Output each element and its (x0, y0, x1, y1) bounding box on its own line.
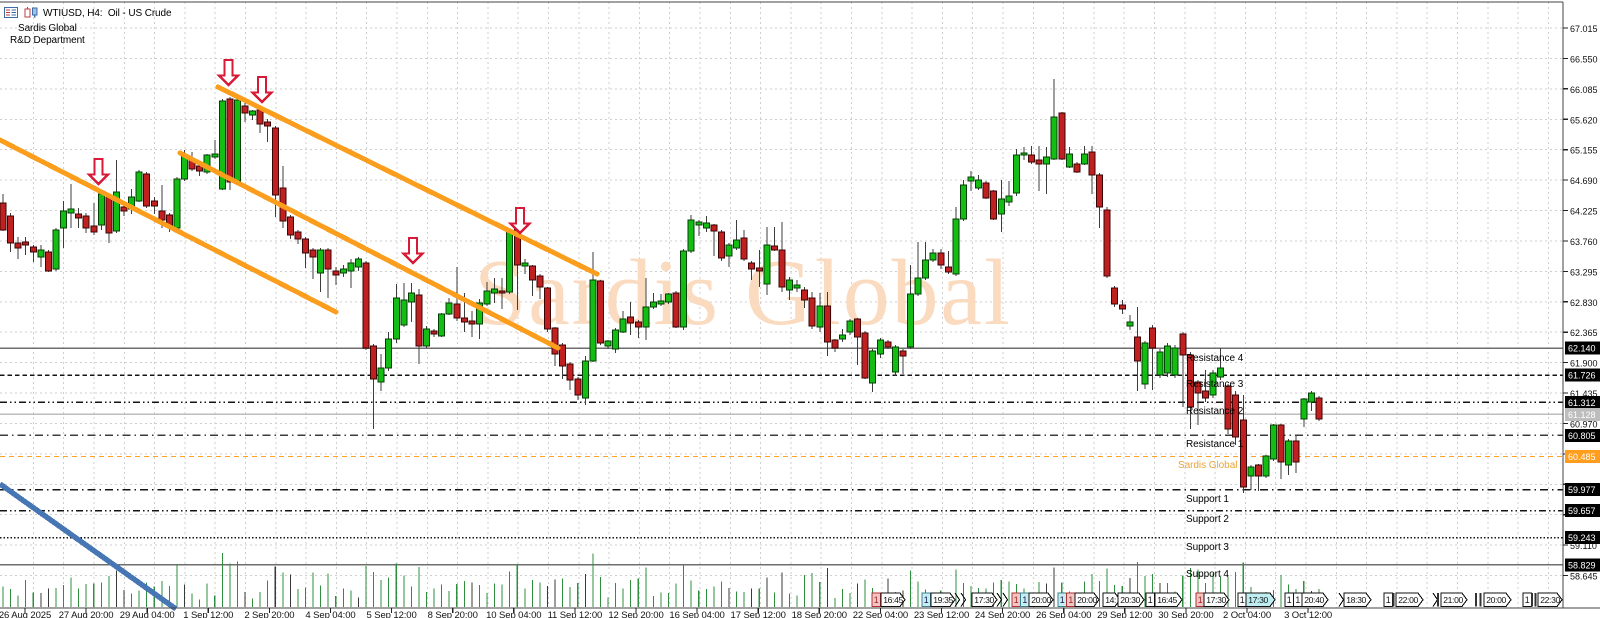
svg-text:Support 4: Support 4 (1186, 569, 1229, 580)
svg-text:2 Sep 20:00: 2 Sep 20:00 (244, 610, 294, 618)
svg-text:17 Sep 12:00: 17 Sep 12:00 (731, 610, 786, 618)
svg-text:29 Aug 04:00: 29 Aug 04:00 (120, 610, 175, 618)
svg-text:22:00: 22:00 (1398, 595, 1418, 605)
svg-text:62.365: 62.365 (1570, 328, 1598, 338)
svg-text:26 Sep 04:00: 26 Sep 04:00 (1036, 610, 1091, 618)
svg-text:27 Aug 20:00: 27 Aug 20:00 (59, 610, 114, 618)
svg-text:63.760: 63.760 (1570, 237, 1598, 247)
svg-text:59.657: 59.657 (1568, 506, 1596, 516)
svg-text:61.312: 61.312 (1568, 398, 1596, 408)
svg-text:16:45: 16:45 (1157, 595, 1177, 605)
svg-text:21:00: 21:00 (1443, 595, 1463, 605)
svg-text:R&D Department: R&D Department (10, 35, 85, 46)
svg-text:61.726: 61.726 (1568, 371, 1596, 381)
svg-text:1: 1 (924, 595, 929, 605)
svg-text:8 Sep 20:00: 8 Sep 20:00 (428, 610, 478, 618)
svg-text:60.970: 60.970 (1570, 420, 1598, 430)
svg-text:20:00: 20:00 (1077, 595, 1097, 605)
svg-text:14:: 14: (1105, 595, 1116, 605)
svg-text:30 Sep 20:00: 30 Sep 20:00 (1158, 610, 1213, 618)
svg-text:11 Sep 12:00: 11 Sep 12:00 (548, 610, 603, 618)
svg-text:20:40: 20:40 (1304, 595, 1324, 605)
svg-text:Resistance 1: Resistance 1 (1186, 439, 1244, 450)
svg-text:26 Aug 2025: 26 Aug 2025 (0, 610, 51, 618)
svg-text:22 Sep 04:00: 22 Sep 04:00 (853, 610, 908, 618)
svg-text:61.435: 61.435 (1570, 389, 1598, 399)
svg-text:63.295: 63.295 (1570, 267, 1598, 277)
svg-text:1: 1 (1014, 595, 1019, 605)
svg-text:61.900: 61.900 (1570, 359, 1598, 369)
svg-text:1 Sep 12:00: 1 Sep 12:00 (183, 610, 233, 618)
svg-text:1: 1 (1287, 595, 1292, 605)
svg-text:Resistance 3: Resistance 3 (1186, 379, 1244, 390)
svg-text:64.225: 64.225 (1570, 207, 1598, 217)
svg-text:62.830: 62.830 (1570, 298, 1598, 308)
svg-text:1: 1 (1068, 595, 1073, 605)
svg-text:58.645: 58.645 (1570, 572, 1598, 582)
svg-text:WTIUSD, H4: Oil - US Crude: WTIUSD, H4: Oil - US Crude (43, 8, 172, 19)
svg-text:Resistance 4: Resistance 4 (1186, 353, 1244, 364)
svg-text:1: 1 (1240, 595, 1245, 605)
svg-text:1: 1 (1386, 595, 1391, 605)
svg-text:60.805: 60.805 (1568, 431, 1596, 441)
svg-text:59.243: 59.243 (1568, 533, 1596, 543)
svg-text:17:30: 17:30 (1248, 595, 1268, 605)
svg-text:18 Sep 20:00: 18 Sep 20:00 (792, 610, 847, 618)
svg-text:58.829: 58.829 (1568, 560, 1596, 570)
svg-text:66.550: 66.550 (1570, 54, 1598, 64)
svg-text:Sardis Global: Sardis Global (1178, 460, 1237, 471)
svg-text:19:35: 19:35 (933, 595, 953, 605)
svg-text:24 Sep 20:00: 24 Sep 20:00 (975, 610, 1030, 618)
svg-text:1: 1 (1022, 595, 1027, 605)
svg-text:62.140: 62.140 (1568, 344, 1596, 354)
svg-text:23 Sep 12:00: 23 Sep 12:00 (914, 610, 969, 618)
svg-text:65.620: 65.620 (1570, 115, 1598, 125)
svg-text:64.690: 64.690 (1570, 176, 1598, 186)
svg-text:29 Sep 12:00: 29 Sep 12:00 (1097, 610, 1152, 618)
svg-text:1: 1 (1525, 595, 1530, 605)
svg-text:16:45: 16:45 (883, 595, 903, 605)
svg-text:1: 1 (1198, 595, 1203, 605)
svg-text:3 Oct 12:00: 3 Oct 12:00 (1284, 610, 1332, 618)
svg-text:16 Sep 04:00: 16 Sep 04:00 (669, 610, 724, 618)
svg-text:67.015: 67.015 (1570, 24, 1598, 34)
svg-text:20:00: 20:00 (1031, 595, 1051, 605)
svg-text:Support 2: Support 2 (1186, 514, 1229, 525)
svg-text:59.110: 59.110 (1570, 541, 1597, 551)
svg-text:4 Sep 04:00: 4 Sep 04:00 (305, 610, 355, 618)
svg-text:Resistance 2: Resistance 2 (1186, 406, 1244, 417)
svg-text:Support 3: Support 3 (1186, 542, 1229, 553)
svg-text:Support 1: Support 1 (1186, 494, 1229, 505)
svg-text:60.485: 60.485 (1568, 452, 1596, 462)
svg-text:20:00: 20:00 (1486, 595, 1506, 605)
svg-text:18:30: 18:30 (1346, 595, 1366, 605)
svg-text:17:30: 17:30 (1206, 595, 1226, 605)
svg-text:65.155: 65.155 (1570, 146, 1598, 156)
svg-text:12 Sep 20:00: 12 Sep 20:00 (608, 610, 663, 618)
svg-text:1: 1 (1148, 595, 1153, 605)
svg-text:10 Sep 04:00: 10 Sep 04:00 (486, 610, 541, 618)
svg-text:1: 1 (1295, 595, 1300, 605)
svg-text:66.085: 66.085 (1570, 85, 1598, 95)
svg-text:2 Oct 04:00: 2 Oct 04:00 (1223, 610, 1271, 618)
svg-text:Sardis Global: Sardis Global (18, 23, 77, 34)
svg-text:1: 1 (874, 595, 879, 605)
svg-text:1: 1 (1060, 595, 1065, 605)
svg-text:5 Sep 12:00: 5 Sep 12:00 (367, 610, 417, 618)
svg-text:22:30: 22:30 (1540, 595, 1560, 605)
svg-text:20:30: 20:30 (1120, 595, 1140, 605)
svg-text:59.977: 59.977 (1568, 485, 1596, 495)
svg-text:61.128: 61.128 (1568, 410, 1596, 420)
svg-text:17:30: 17:30 (974, 595, 994, 605)
